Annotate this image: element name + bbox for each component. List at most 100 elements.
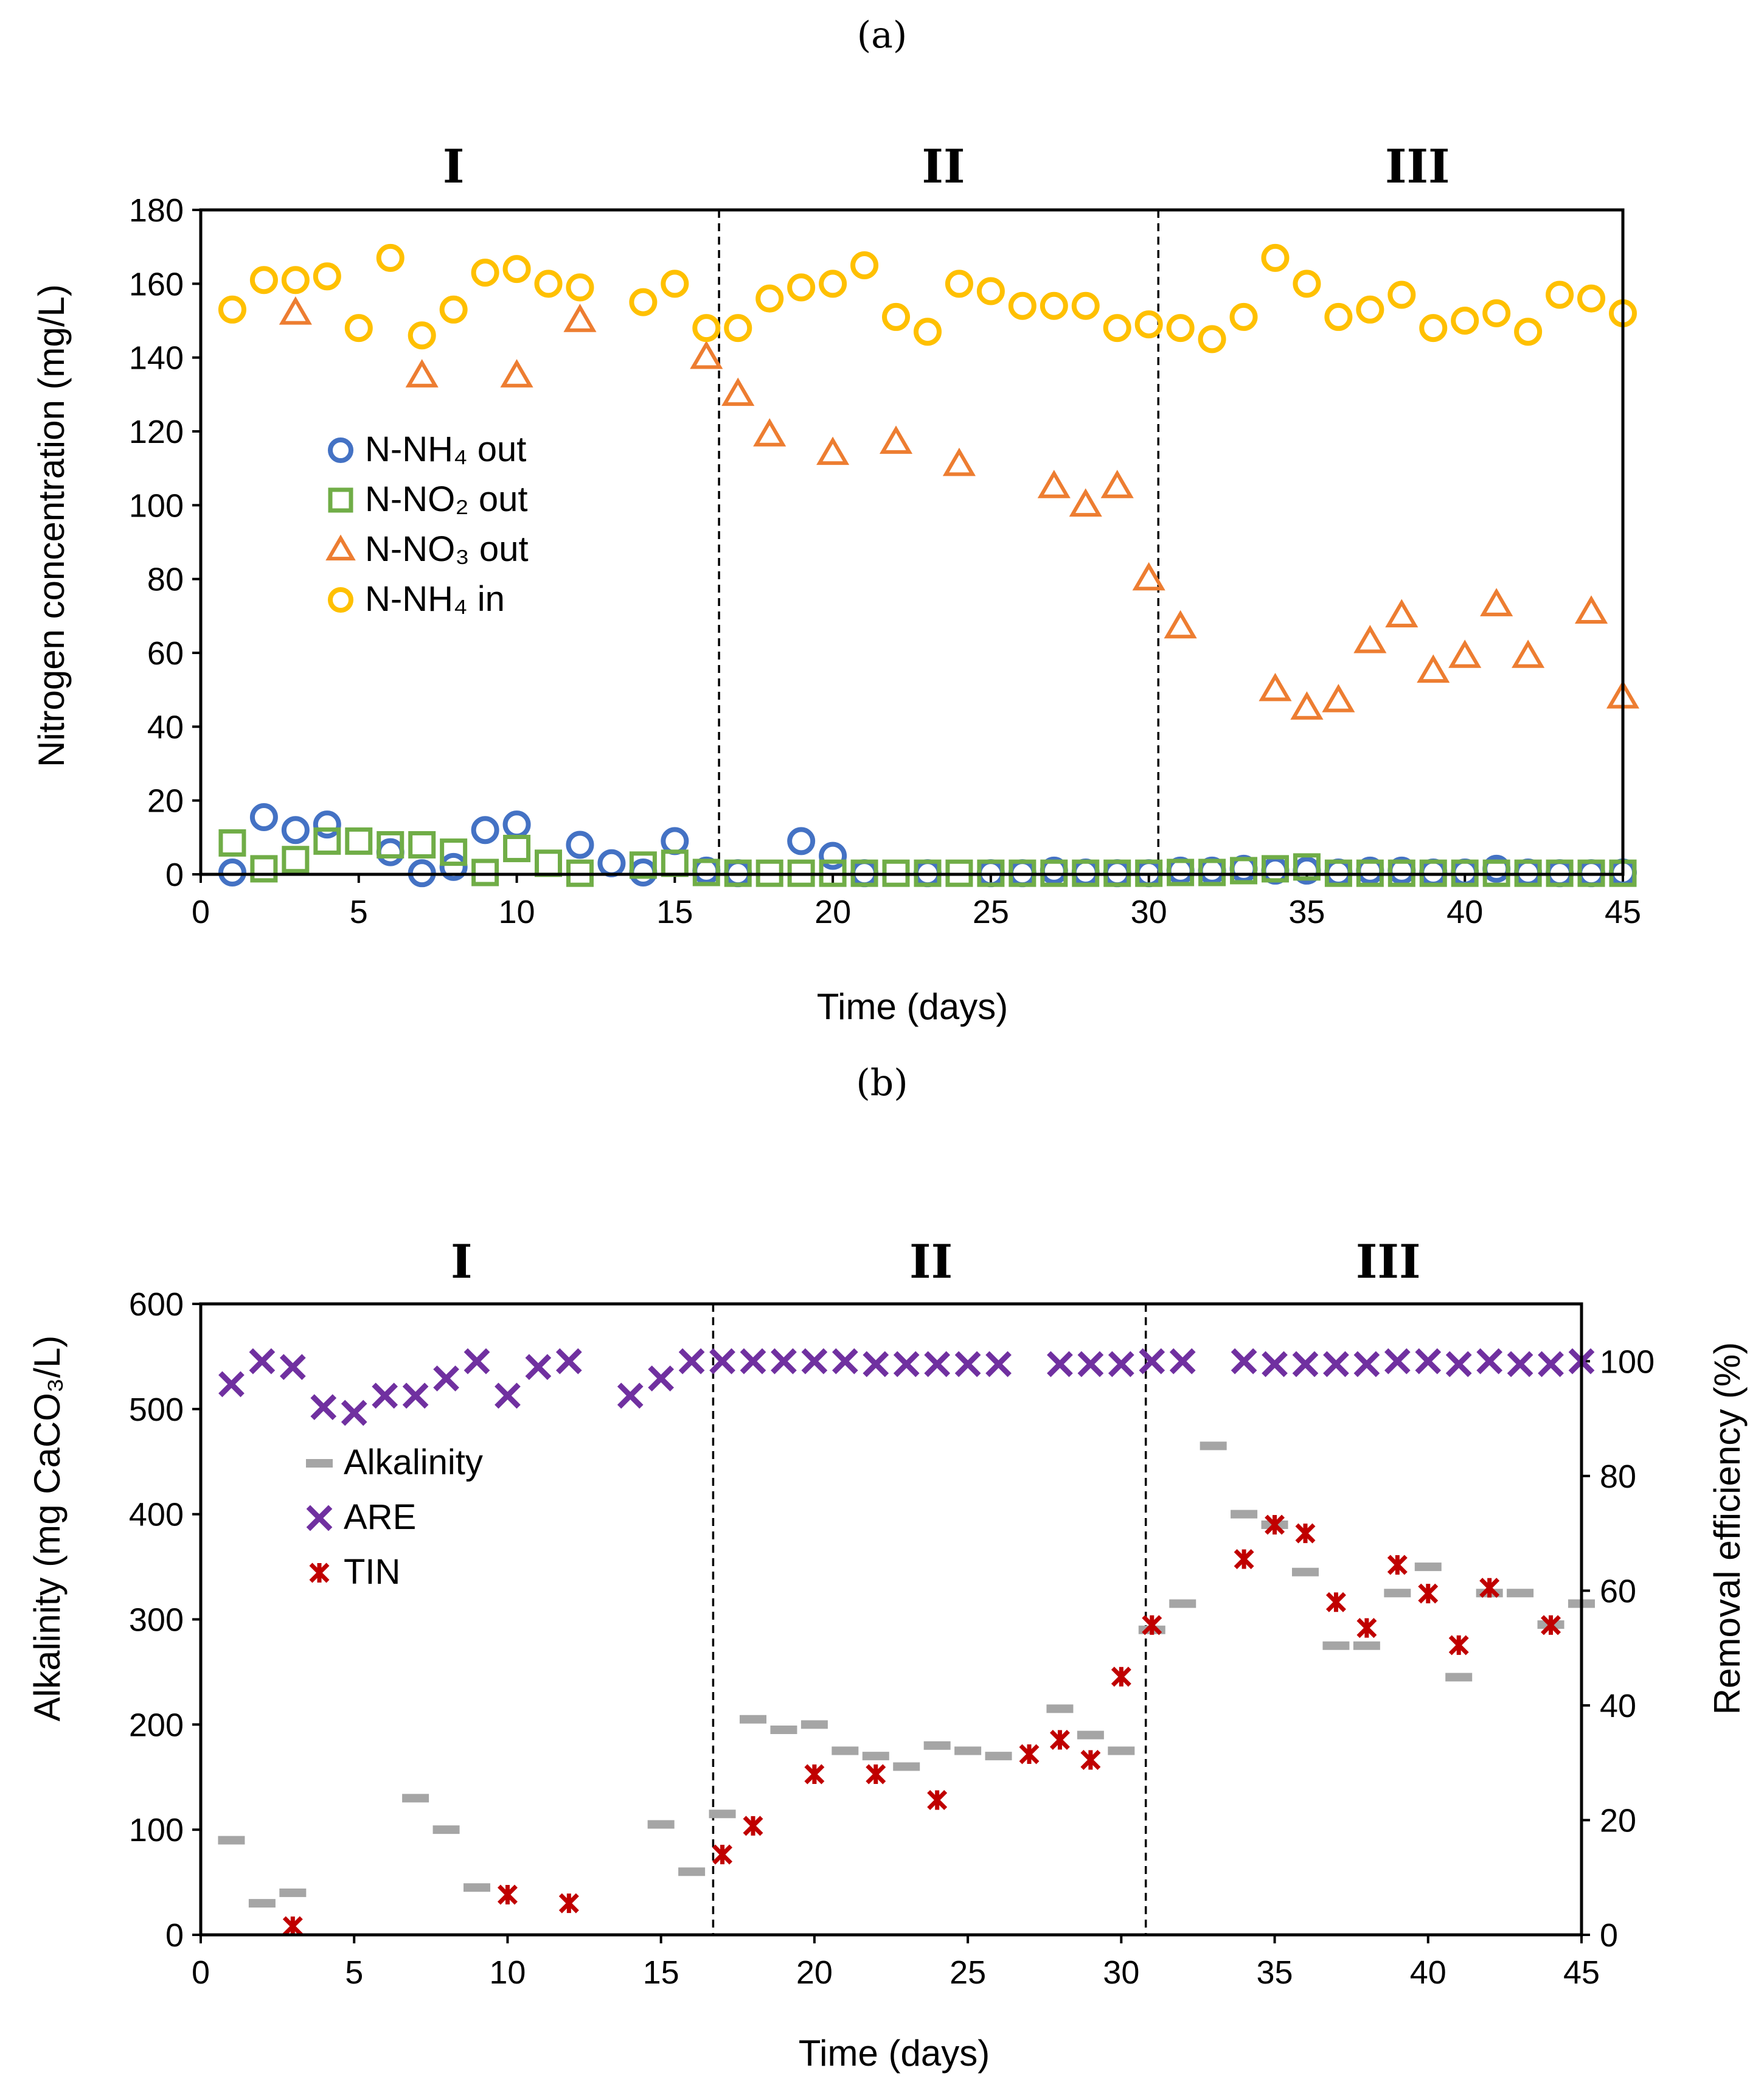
data-point bbox=[1451, 307, 1479, 335]
data-point bbox=[804, 1764, 825, 1785]
x-tick-label: 0 bbox=[192, 1954, 210, 1991]
y-tick-label: 100 bbox=[129, 487, 184, 524]
data-point bbox=[310, 1394, 337, 1421]
data-point bbox=[1541, 1615, 1561, 1635]
data-point bbox=[566, 273, 594, 302]
series-N-NH₄ in bbox=[218, 243, 1637, 354]
data-point bbox=[1387, 1555, 1408, 1575]
y-tick-label: 180 bbox=[129, 192, 184, 229]
data-point bbox=[1142, 1615, 1162, 1635]
data-point bbox=[1071, 291, 1100, 320]
legend-marker bbox=[325, 534, 356, 561]
data-point bbox=[1261, 855, 1289, 883]
data-point bbox=[1100, 470, 1134, 498]
data-point bbox=[1231, 1348, 1257, 1374]
x-tick-label: 30 bbox=[1131, 894, 1167, 930]
y-right-tick-label: 80 bbox=[1600, 1458, 1636, 1495]
panel-b-ylabel-right: Removal efficiency (%) bbox=[1707, 1342, 1748, 1715]
data-point bbox=[913, 318, 942, 346]
data-point bbox=[1577, 284, 1606, 313]
data-point bbox=[1167, 859, 1195, 886]
phase-label: I bbox=[451, 1235, 473, 1289]
panel-b-label: (b) bbox=[856, 1062, 908, 1104]
data-point bbox=[1384, 1348, 1411, 1374]
x-tick-label: 25 bbox=[973, 894, 1009, 930]
data-point bbox=[976, 277, 1005, 305]
data-point bbox=[893, 1351, 920, 1378]
data-point bbox=[250, 855, 278, 883]
data-point bbox=[1356, 1618, 1377, 1639]
data-point bbox=[1323, 1351, 1349, 1378]
data-point bbox=[1080, 1749, 1101, 1770]
data-point bbox=[1295, 1523, 1316, 1544]
y-tick-label: 500 bbox=[129, 1392, 184, 1428]
legend-label: TIN bbox=[344, 1552, 400, 1592]
data-point bbox=[690, 340, 723, 369]
data-point bbox=[376, 838, 405, 866]
data-point bbox=[1476, 1348, 1503, 1374]
series-ARE bbox=[218, 1348, 1595, 1426]
data-point bbox=[678, 1348, 705, 1374]
x-tick-label: 10 bbox=[489, 1954, 526, 1991]
data-point bbox=[218, 295, 246, 324]
data-point bbox=[249, 1348, 276, 1374]
y-tick-label: 400 bbox=[129, 1497, 184, 1533]
data-point bbox=[816, 436, 850, 465]
data-point bbox=[1507, 1351, 1533, 1378]
data-point bbox=[1419, 858, 1448, 886]
data-point bbox=[471, 859, 499, 886]
data-point bbox=[850, 251, 879, 279]
data-point bbox=[661, 849, 689, 877]
phase-label: II bbox=[909, 1235, 953, 1289]
data-point bbox=[495, 1382, 521, 1409]
x-tick-label: 15 bbox=[643, 1954, 679, 1991]
x-tick-label: 25 bbox=[950, 1954, 986, 1991]
data-point bbox=[1385, 599, 1418, 628]
data-point bbox=[377, 831, 405, 859]
x-tick-label: 35 bbox=[1288, 894, 1325, 930]
data-point bbox=[372, 1382, 398, 1409]
data-point bbox=[249, 266, 278, 294]
phase-label: III bbox=[1356, 1235, 1421, 1289]
data-point bbox=[866, 1764, 886, 1785]
data-point bbox=[1514, 858, 1543, 886]
data-point bbox=[313, 827, 341, 855]
data-point bbox=[1293, 270, 1321, 298]
data-point bbox=[464, 1348, 490, 1374]
data-point bbox=[1037, 470, 1071, 498]
series-TIN bbox=[282, 1514, 1561, 1937]
x-tick-label: 35 bbox=[1257, 1954, 1293, 1991]
y-tick-label: 20 bbox=[147, 783, 184, 820]
data-point bbox=[376, 243, 405, 272]
x-tick-label: 40 bbox=[1446, 894, 1483, 930]
y-tick-label: 160 bbox=[129, 266, 184, 302]
data-point bbox=[924, 1351, 951, 1378]
phase-label: III bbox=[1385, 139, 1450, 193]
data-point bbox=[1169, 1348, 1196, 1374]
data-point bbox=[617, 1382, 644, 1409]
panel-a-xlabel: Time (days) bbox=[817, 986, 1008, 1027]
data-point bbox=[558, 1893, 579, 1914]
data-point bbox=[771, 1348, 797, 1374]
data-point bbox=[648, 1365, 675, 1392]
data-point bbox=[1324, 858, 1353, 886]
data-point bbox=[1356, 295, 1384, 324]
x-tick-label: 0 bbox=[192, 894, 210, 930]
data-point bbox=[502, 255, 531, 284]
data-point bbox=[1353, 1351, 1380, 1378]
data-point bbox=[218, 1371, 245, 1398]
data-point bbox=[1008, 291, 1037, 320]
plot-frame bbox=[199, 208, 1625, 876]
data-point bbox=[433, 1365, 459, 1392]
data-point bbox=[249, 803, 278, 831]
legend-marker bbox=[328, 437, 353, 463]
data-point bbox=[1198, 325, 1226, 354]
data-point bbox=[1448, 1635, 1469, 1656]
y-tick-label: 60 bbox=[147, 635, 184, 672]
x-tick-label: 15 bbox=[656, 894, 693, 930]
data-point bbox=[801, 1348, 828, 1374]
legend: N-NH₄ out N-NO₂ out N-NO₃ out N-NH₄ in bbox=[325, 430, 529, 619]
data-point bbox=[1417, 654, 1450, 683]
data-point bbox=[1071, 858, 1100, 886]
data-point bbox=[629, 288, 658, 316]
